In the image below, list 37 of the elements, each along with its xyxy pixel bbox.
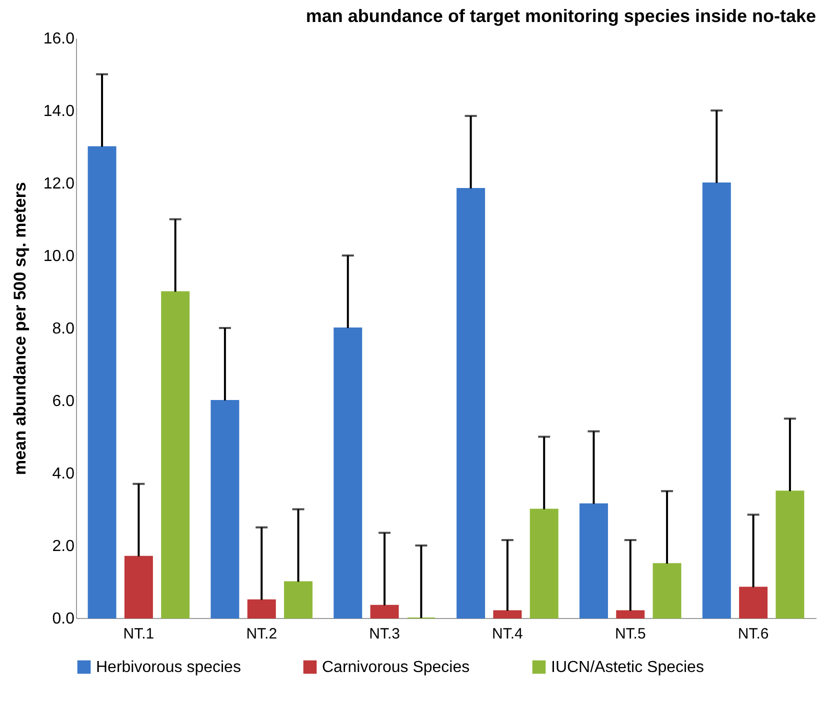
y-axis-title: mean abundance per 500 sq. meters: [10, 182, 30, 475]
x-tick-label: NT.2: [246, 626, 278, 642]
bar: [284, 581, 313, 618]
bar: [370, 604, 399, 618]
bar: [334, 328, 362, 618]
bar: [616, 610, 645, 618]
y-tick-label: 10.0: [43, 248, 75, 265]
bar: [739, 586, 768, 618]
x-tick-label: NT.1: [123, 626, 154, 642]
y-tick-label: 14.0: [43, 103, 75, 120]
legend-label: IUCN/Astetic Species: [551, 659, 704, 676]
bar: [456, 188, 486, 618]
bar: [776, 490, 804, 618]
y-tick-label: 12.0: [43, 176, 75, 192]
bar: [530, 508, 558, 618]
y-tick-label: 8.0: [52, 320, 75, 338]
bar: [88, 146, 116, 618]
legend-label: Herbivorous species: [96, 659, 241, 676]
chart-title: man abundance of target monitoring species inside no-take: [306, 6, 816, 26]
bar: [579, 503, 608, 618]
x-tick-label: NT.3: [369, 626, 400, 642]
y-tick-label: 6.0: [52, 393, 75, 410]
y-tick-label: 0.0: [52, 610, 75, 628]
x-tick-label: NT.4: [492, 626, 523, 642]
bar: [702, 182, 731, 618]
bar: [652, 563, 682, 618]
x-tick-label: NT.6: [738, 626, 769, 642]
bar: [124, 556, 153, 618]
legend-label: Carnivorous Species: [322, 659, 470, 676]
y-tick-label: 4.0: [52, 466, 75, 482]
bar: [161, 291, 190, 618]
bar: [210, 400, 240, 618]
x-tick-label: NT.5: [614, 626, 646, 642]
y-tick-label: 16.0: [43, 30, 75, 48]
bar: [247, 599, 276, 618]
y-tick-label: 2.0: [52, 538, 75, 555]
bar: [493, 610, 522, 618]
